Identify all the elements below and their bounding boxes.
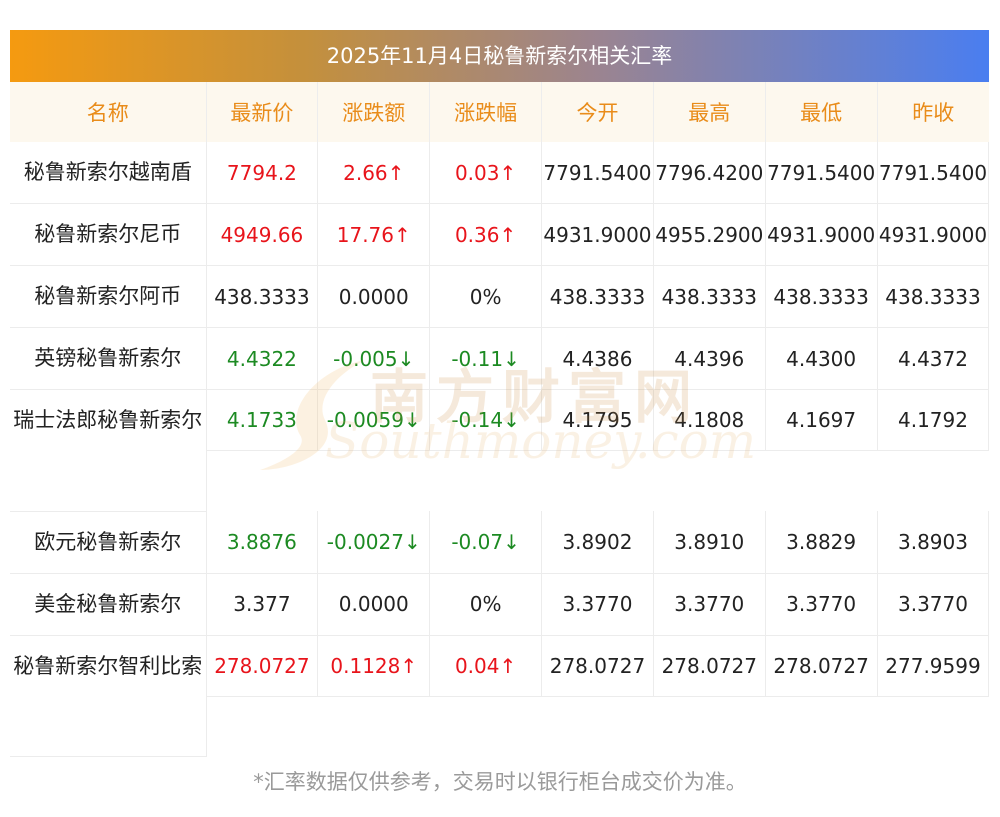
table-row: 瑞士法郎秘鲁新索尔 4.1733 -0.0059↓ -0.14↓ 4.1795 4.180… xyxy=(10,389,990,512)
header-row: 名称 最新价 涨跌额 涨跌幅 今开 最高 最低 昨收 xyxy=(10,82,989,142)
cell-high: 3.3770 xyxy=(653,573,766,636)
cell-low: 3.8829 xyxy=(765,511,878,574)
cell-open: 7791.5400 xyxy=(541,142,654,204)
cell-name: 秘鲁新索尔尼币 xyxy=(10,203,207,266)
cell-name: 秘鲁新索尔阿币 xyxy=(10,265,207,328)
rates-table: 名称 最新价 涨跌额 涨跌幅 今开 最高 最低 昨收 秘鲁新索尔越南盾 7794.… xyxy=(10,82,990,757)
header-change-pct: 涨跌幅 xyxy=(429,82,543,142)
cell-prev-close: 438.3333 xyxy=(877,265,990,328)
table-title: 2025年11月4日秘鲁新索尔相关汇率 xyxy=(10,30,989,82)
cell-latest: 278.0727 xyxy=(206,635,319,697)
cell-latest: 4949.66 xyxy=(206,203,319,266)
cell-high: 278.0727 xyxy=(653,635,766,697)
cell-open: 4931.9000 xyxy=(541,203,654,266)
cell-latest: 438.3333 xyxy=(206,265,319,328)
empty-cell xyxy=(206,695,989,757)
cell-low: 4.1697 xyxy=(765,389,878,451)
cell-change: 0.1128↑ xyxy=(317,635,431,697)
cell-change-pct: 0% xyxy=(429,265,543,328)
cell-open: 3.8902 xyxy=(541,511,654,574)
cell-latest: 4.4322 xyxy=(206,327,319,390)
cell-change: -0.005↓ xyxy=(317,327,431,390)
cell-low: 4931.9000 xyxy=(765,203,878,266)
cell-prev-close: 7791.5400 xyxy=(877,142,990,204)
cell-name: 秘鲁新索尔越南盾 xyxy=(10,142,207,204)
header-high: 最高 xyxy=(653,82,766,142)
empty-cell xyxy=(206,450,989,511)
table-row-continuation xyxy=(10,695,989,757)
cell-name: 英镑秘鲁新索尔 xyxy=(10,327,207,390)
cell-open: 4.1795 xyxy=(541,389,654,451)
cell-high: 4955.2900 xyxy=(653,203,766,266)
cell-prev-close: 3.8903 xyxy=(877,511,990,574)
header-prev-close: 昨收 xyxy=(877,82,989,142)
cell-low: 278.0727 xyxy=(765,635,878,697)
table-row: 美金秘鲁新索尔 3.377 0.0000 0% 3.3770 3.3770 3.3770 3.… xyxy=(10,573,990,636)
cell-change-pct: 0.04↑ xyxy=(429,635,543,697)
cell-high: 4.1808 xyxy=(653,389,766,451)
header-name: 名称 xyxy=(10,82,207,142)
cell-name: 美金秘鲁新索尔 xyxy=(10,573,207,636)
cell-open: 3.3770 xyxy=(541,573,654,636)
cell-change-pct: -0.07↓ xyxy=(429,511,543,574)
cell-low: 3.3770 xyxy=(765,573,878,636)
cell-prev-close: 4.4372 xyxy=(877,327,990,390)
rates-panel: 2025年11月4日秘鲁新索尔相关汇率 名称 最新价 涨跌额 涨跌幅 今开 最高… xyxy=(10,30,990,757)
cell-low: 4.4300 xyxy=(765,327,878,390)
cell-prev-close: 4931.9000 xyxy=(877,203,990,266)
cell-latest: 4.1733 xyxy=(206,389,319,451)
cell-high: 4.4396 xyxy=(653,327,766,390)
cell-prev-close: 3.3770 xyxy=(877,573,990,636)
cell-latest: 3.377 xyxy=(206,573,319,636)
cell-change: 0.0000 xyxy=(317,573,431,636)
table-row: 秘鲁新索尔尼币 4949.66 17.76↑ 0.36↑ 4931.9000 4955.2… xyxy=(10,203,990,266)
header-change: 涨跌额 xyxy=(317,82,431,142)
cell-change-pct: 0.03↑ xyxy=(429,142,543,204)
cell-latest: 3.8876 xyxy=(206,511,319,574)
table-row: 秘鲁新索尔越南盾 7794.2 2.66↑ 0.03↑ 7791.5400 7796.42… xyxy=(10,142,990,204)
cell-high: 3.8910 xyxy=(653,511,766,574)
cell-name: 瑞士法郎秘鲁新索尔 xyxy=(10,389,207,512)
table-row: 英镑秘鲁新索尔 4.4322 -0.005↓ -0.11↓ 4.4386 4.4396 4.… xyxy=(10,327,990,390)
table-row: 秘鲁新索尔智利比索 278.0727 0.1128↑ 0.04↑ 278.0727 278… xyxy=(10,635,990,757)
footnote: *汇率数据仅供参考，交易时以银行柜台成交价为准。 xyxy=(253,770,747,794)
cell-change-pct: 0% xyxy=(429,573,543,636)
table-row-continuation xyxy=(10,450,989,511)
cell-latest: 7794.2 xyxy=(206,142,319,204)
header-low: 最低 xyxy=(765,82,878,142)
header-open: 今开 xyxy=(541,82,654,142)
cell-change: -0.0059↓ xyxy=(317,389,431,451)
cell-name: 欧元秘鲁新索尔 xyxy=(10,511,207,574)
cell-low: 7791.5400 xyxy=(765,142,878,204)
cell-prev-close: 4.1792 xyxy=(877,389,990,451)
cell-name: 秘鲁新索尔智利比索 xyxy=(10,635,207,757)
cell-change-pct: -0.11↓ xyxy=(429,327,543,390)
cell-low: 438.3333 xyxy=(765,265,878,328)
cell-high: 7796.4200 xyxy=(653,142,766,204)
cell-open: 278.0727 xyxy=(541,635,654,697)
header-latest: 最新价 xyxy=(206,82,319,142)
cell-open: 4.4386 xyxy=(541,327,654,390)
cell-change: 2.66↑ xyxy=(317,142,431,204)
cell-high: 438.3333 xyxy=(653,265,766,328)
table-row: 欧元秘鲁新索尔 3.8876 -0.0027↓ -0.07↓ 3.8902 3.8910 3… xyxy=(10,511,990,574)
cell-change-pct: -0.14↓ xyxy=(429,389,543,451)
table-row: 秘鲁新索尔阿币 438.3333 0.0000 0% 438.3333 438.3333 4… xyxy=(10,265,990,328)
cell-change: 0.0000 xyxy=(317,265,431,328)
cell-change-pct: 0.36↑ xyxy=(429,203,543,266)
cell-change: 17.76↑ xyxy=(317,203,431,266)
cell-change: -0.0027↓ xyxy=(317,511,431,574)
cell-open: 438.3333 xyxy=(541,265,654,328)
cell-prev-close: 277.9599 xyxy=(877,635,990,697)
